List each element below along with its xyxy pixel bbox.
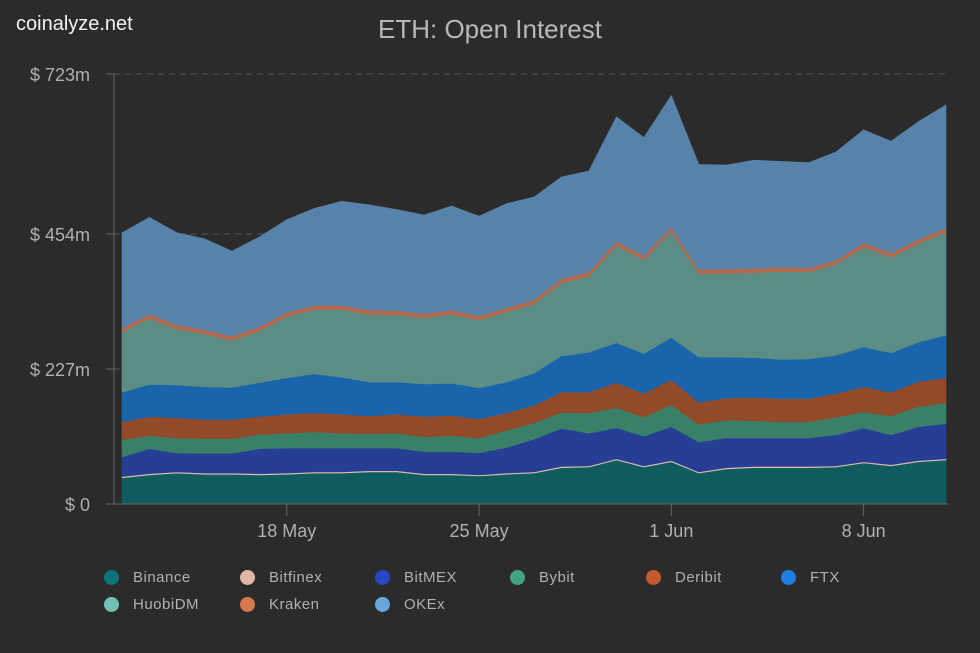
legend-label: BitMEX: [404, 569, 458, 586]
legend-label: Bitfinex: [269, 569, 323, 586]
y-tick-label: $ 0: [65, 495, 90, 515]
x-tick-label: 1 Jun: [649, 521, 693, 541]
legend-dot-icon: [646, 570, 661, 585]
legend-item-okex[interactable]: OKEx: [375, 596, 445, 613]
legend-item-bitmex[interactable]: BitMEX: [375, 569, 457, 586]
legend-item-huobidm[interactable]: HuobiDM: [104, 596, 199, 613]
legend-dot-icon: [510, 570, 525, 585]
legend-label: Deribit: [675, 569, 722, 586]
legend-dot-icon: [781, 570, 796, 585]
legend-item-deribit[interactable]: Deribit: [646, 569, 722, 586]
x-tick-label: 25 May: [450, 521, 509, 541]
legend-dot-icon: [104, 597, 119, 612]
legend-label: Bybit: [539, 569, 575, 586]
legend-dot-icon: [240, 570, 255, 585]
legend-label: Binance: [133, 569, 191, 586]
legend-dot-icon: [375, 597, 390, 612]
legend-label: Kraken: [269, 596, 320, 613]
legend-label: OKEx: [404, 596, 446, 613]
legend-item-ftx[interactable]: FTX: [781, 569, 840, 586]
legend-item-binance[interactable]: Binance: [104, 569, 191, 586]
legend-dot-icon: [104, 570, 119, 585]
y-tick-label: $ 227m: [30, 360, 90, 380]
legend-item-bybit[interactable]: Bybit: [510, 569, 575, 586]
legend-dot-icon: [375, 570, 390, 585]
x-tick-label: 18 May: [257, 521, 316, 541]
y-tick-label: $ 723m: [30, 65, 90, 85]
chart-title: ETH: Open Interest: [378, 14, 602, 44]
legend-item-bitfinex[interactable]: Bitfinex: [240, 569, 322, 586]
y-tick-label: $ 454m: [30, 225, 90, 245]
brand-logo-text[interactable]: coinalyze.net: [16, 13, 133, 35]
legend-item-kraken[interactable]: Kraken: [240, 596, 320, 613]
legend-label: HuobiDM: [133, 596, 200, 613]
legend-label: FTX: [810, 569, 840, 586]
area-okex: [121, 94, 947, 337]
legend-dot-icon: [240, 597, 255, 612]
x-tick-label: 8 Jun: [842, 521, 886, 541]
